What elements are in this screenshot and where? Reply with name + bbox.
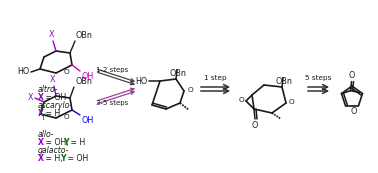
Text: Y: Y <box>63 138 69 147</box>
Text: OBn: OBn <box>75 77 92 86</box>
Text: ascarylo-: ascarylo- <box>38 101 73 110</box>
Text: O: O <box>64 114 70 120</box>
Text: 1 step: 1 step <box>204 75 226 81</box>
Text: O: O <box>188 87 194 93</box>
Text: X: X <box>50 75 56 84</box>
Text: 5 steps: 5 steps <box>305 75 331 81</box>
Text: OH: OH <box>81 72 93 81</box>
Text: = OH: = OH <box>65 154 88 163</box>
Text: = H: = H <box>68 138 85 147</box>
Text: Y: Y <box>40 113 44 122</box>
Text: HO: HO <box>18 67 30 76</box>
Text: O: O <box>350 107 356 116</box>
Text: OBn: OBn <box>276 77 293 86</box>
Text: OBn: OBn <box>170 69 186 78</box>
Text: galacto-: galacto- <box>38 146 69 155</box>
Text: allo-: allo- <box>38 130 54 139</box>
Text: X: X <box>38 109 44 118</box>
Text: O: O <box>64 69 70 75</box>
Text: X: X <box>49 30 55 39</box>
Text: = OH,: = OH, <box>43 138 71 147</box>
Text: X: X <box>38 138 44 147</box>
Text: X: X <box>38 154 44 163</box>
Text: 1-2 steps: 1-2 steps <box>96 67 128 73</box>
Text: O: O <box>289 99 295 105</box>
Text: O: O <box>349 71 355 80</box>
Text: O: O <box>252 121 258 130</box>
Text: = OH: = OH <box>43 93 66 102</box>
Text: altro-: altro- <box>38 85 59 94</box>
Text: X: X <box>38 93 44 102</box>
Text: = H: = H <box>43 109 60 118</box>
Text: 3-5 steps: 3-5 steps <box>96 100 128 106</box>
Text: O: O <box>238 97 244 103</box>
Text: OBn: OBn <box>76 31 93 40</box>
Text: = H,: = H, <box>43 154 65 163</box>
Text: OH: OH <box>81 116 93 125</box>
Text: HO: HO <box>136 76 148 85</box>
Text: Y: Y <box>60 154 66 163</box>
Text: X: X <box>28 93 33 102</box>
